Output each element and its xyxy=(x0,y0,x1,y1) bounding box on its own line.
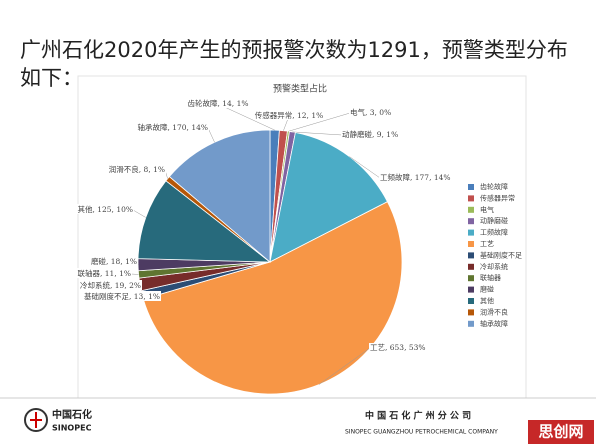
legend-label: 电气 xyxy=(480,205,494,214)
data-label: 传感器异常, 12, 1% xyxy=(255,110,323,120)
legend-label: 磨碰 xyxy=(480,285,494,294)
legend-label: 润滑不良 xyxy=(480,307,508,316)
legend-label: 冷却系统 xyxy=(480,262,508,271)
data-label: 动静磨碰, 9, 1% xyxy=(342,129,398,139)
company-cn: 中 国 石 化 广 州 分 公 司 xyxy=(365,410,471,422)
data-label: 齿轮故障, 14, 1% xyxy=(188,98,249,108)
logo-mark xyxy=(30,412,42,428)
data-label: 轴承故障, 170, 14% xyxy=(137,122,208,132)
legend-swatch xyxy=(468,241,474,247)
data-label-bg xyxy=(349,107,393,117)
legend-label: 工频故障 xyxy=(480,228,508,237)
data-label-bg xyxy=(253,110,325,120)
watermark-bg xyxy=(528,420,594,444)
legend-swatch xyxy=(468,263,474,270)
logo-en: SINOPEC xyxy=(52,424,92,433)
leader-line xyxy=(288,112,351,132)
legend-label: 其他 xyxy=(480,296,494,305)
legend-swatch xyxy=(468,206,474,213)
legend-swatch xyxy=(468,229,474,236)
legend-label: 齿轮故障 xyxy=(480,182,508,191)
watermark: 思创网 xyxy=(538,423,583,441)
data-label: 工频故障, 177, 14% xyxy=(380,172,451,182)
data-label: 润滑不良, 8, 1% xyxy=(109,164,165,174)
data-label-bg xyxy=(186,98,250,108)
leader-line xyxy=(318,347,371,385)
leader-line xyxy=(132,209,146,218)
data-label-bg xyxy=(136,122,209,132)
leader-line xyxy=(292,131,343,136)
logo-icon xyxy=(24,408,48,432)
legend-swatch xyxy=(468,252,474,259)
pie-slice xyxy=(269,132,388,263)
pie-slice xyxy=(137,180,272,263)
data-label-bg xyxy=(79,280,142,290)
legend-label: 工艺 xyxy=(480,240,494,248)
legend-label: 动静磨碰 xyxy=(480,216,508,225)
logo-cn: 中国石化 xyxy=(52,408,92,421)
legend-swatch xyxy=(468,286,474,293)
data-label-bg xyxy=(90,256,138,266)
pie-slice xyxy=(168,129,271,263)
legend-swatch xyxy=(468,275,474,282)
leader-line xyxy=(349,156,381,179)
legend-label: 联轴器 xyxy=(480,273,501,282)
chart-title: 预警类型占比 xyxy=(273,83,327,95)
legend-label: 基础刚度不足 xyxy=(480,250,522,259)
data-label: 其他, 125, 10% xyxy=(77,204,133,214)
leader-line xyxy=(217,103,275,131)
legend-swatch xyxy=(468,309,474,316)
leader-line xyxy=(207,127,215,143)
legend-swatch xyxy=(468,218,474,225)
data-label: 磨碰, 18, 1% xyxy=(91,256,137,266)
data-label-bg xyxy=(76,268,132,278)
data-label: 基础刚度不足, 13, 1% xyxy=(84,291,160,301)
pie-slice xyxy=(142,201,403,395)
data-label-bg xyxy=(83,291,161,301)
data-label-bg xyxy=(369,343,427,352)
legend-swatch xyxy=(468,320,474,327)
legend-swatch xyxy=(468,184,474,190)
data-label-bg xyxy=(107,164,166,174)
data-label-bg xyxy=(76,204,134,214)
legend-label: 轴承故障 xyxy=(480,319,508,328)
heading: 广州石化2020年产生的预报警次数为1291，预警类型分布如下： xyxy=(20,38,568,90)
data-label: 冷却系统, 19, 2% xyxy=(80,280,141,290)
data-label: 工艺, 653, 53% xyxy=(370,343,426,352)
legend-swatch xyxy=(468,298,474,304)
data-label: 联轴器, 11, 1% xyxy=(78,268,131,278)
data-label: 电气, 3, 0% xyxy=(350,107,391,117)
data-label-bg xyxy=(341,129,400,139)
company-en: SINOPEC GUANGZHOU PETROCHEMICAL COMPANY xyxy=(345,429,498,436)
data-label-bg xyxy=(379,172,452,182)
legend-swatch xyxy=(468,195,474,202)
legend-label: 传感器异常 xyxy=(480,193,515,202)
